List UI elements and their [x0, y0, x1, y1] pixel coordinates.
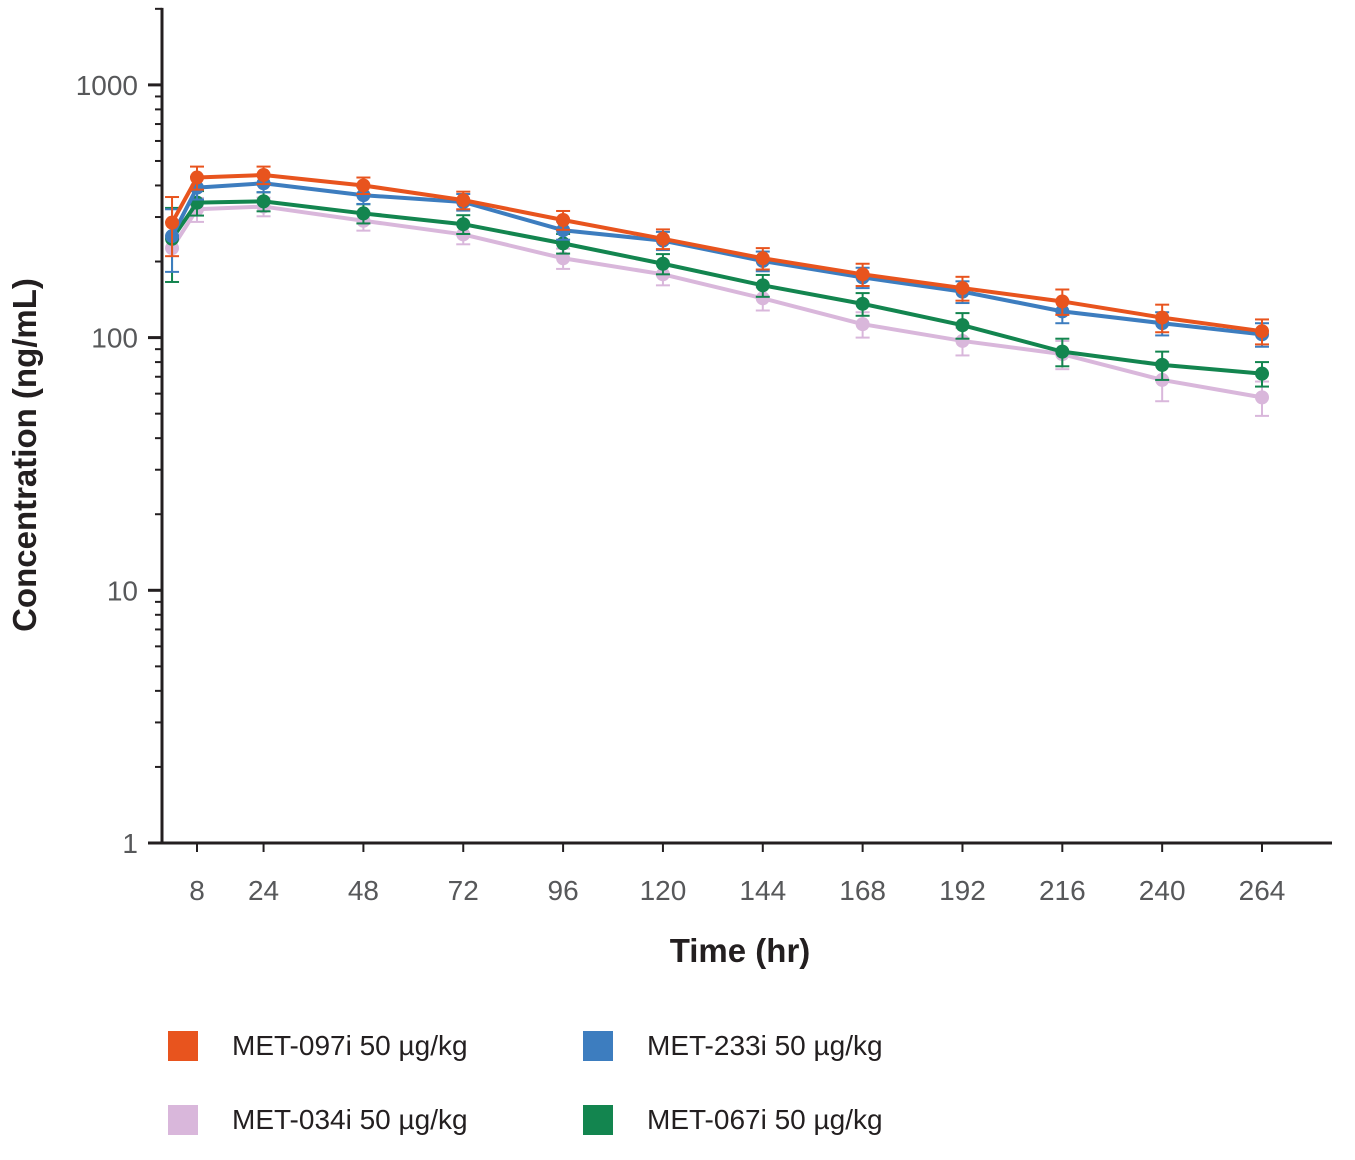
data-point-marker [456, 217, 471, 232]
data-point-marker [655, 231, 670, 246]
data-point-marker [1055, 294, 1070, 309]
data-point-marker [1155, 310, 1170, 325]
data-point-marker [855, 317, 870, 332]
y-axis-title: Concentration (ng/mL) [6, 278, 43, 632]
data-point-marker [556, 212, 571, 227]
x-tick-label: 192 [939, 875, 986, 906]
y-tick-label: 10 [107, 575, 138, 606]
data-point-marker [955, 333, 970, 348]
legend-swatch-met-034i [168, 1105, 198, 1135]
x-tick-label: 24 [248, 875, 279, 906]
series-line [170, 204, 1265, 400]
data-point-marker [655, 256, 670, 271]
data-point-marker [955, 281, 970, 296]
data-point-marker [1055, 344, 1070, 359]
series-line [170, 181, 1265, 337]
x-tick-label: 264 [1239, 875, 1286, 906]
data-point-marker [1255, 366, 1270, 381]
data-point-marker [855, 296, 870, 311]
x-tick-label: 216 [1039, 875, 1086, 906]
legend-item-met-233i: MET-233i 50 µg/kg [583, 1030, 883, 1062]
data-point-marker [256, 194, 271, 209]
data-point-marker [356, 178, 371, 193]
data-point-marker [356, 188, 371, 203]
data-point-marker [190, 170, 204, 185]
data-point-marker [456, 193, 471, 208]
legend-item-met-034i: MET-034i 50 µg/kg [168, 1104, 583, 1136]
data-point-marker [556, 251, 571, 266]
data-point-marker [356, 206, 371, 221]
data-point-marker [1155, 357, 1170, 372]
plot-layer: 1 10 100 1000 8 24 48 72 96 120 144 168 192 216 240 264 [76, 7, 1332, 906]
legend-item-met-097i: MET-097i 50 µg/kg [168, 1030, 583, 1062]
x-tick-label: 240 [1139, 875, 1186, 906]
legend-label-met-097i: MET-097i 50 µg/kg [232, 1030, 468, 1061]
y-tick-label: 1000 [76, 70, 138, 101]
data-point-marker [755, 251, 770, 266]
legend-swatch-met-233i [583, 1031, 613, 1061]
x-tick-label: 48 [348, 875, 379, 906]
legend-swatch-met-097i [168, 1031, 198, 1061]
x-tick-label: 96 [548, 875, 579, 906]
data-point-marker [855, 267, 870, 282]
legend-label-met-067i: MET-067i 50 µg/kg [647, 1104, 883, 1135]
legend-label-met-034i: MET-034i 50 µg/kg [232, 1104, 468, 1135]
x-tick-label: 8 [189, 875, 205, 906]
legend-item-met-067i: MET-067i 50 µg/kg [583, 1104, 883, 1136]
data-point-marker [755, 278, 770, 293]
x-tick-label: 168 [839, 875, 886, 906]
data-point-marker [165, 215, 180, 230]
data-point-marker [755, 291, 770, 306]
data-point-marker [1255, 390, 1270, 405]
data-point-marker [955, 318, 970, 333]
x-tick-label: 120 [640, 875, 687, 906]
y-tick-label: 100 [91, 323, 138, 354]
x-axis-title: Time (hr) [670, 932, 811, 969]
legend-swatch-met-067i [583, 1105, 613, 1135]
data-point-marker [1255, 324, 1270, 339]
x-tick-label: 144 [739, 875, 786, 906]
data-point-marker [256, 167, 271, 182]
legend: MET-097i 50 µg/kg MET-233i 50 µg/kg MET-… [168, 1030, 883, 1136]
concentration-time-chart: 1 10 100 1000 8 24 48 72 96 120 144 168 192 216 240 264… [6, 7, 1332, 969]
x-tick-label: 72 [448, 875, 479, 906]
y-tick-label: 1 [122, 828, 138, 859]
legend-label-met-233i: MET-233i 50 µg/kg [647, 1030, 883, 1061]
